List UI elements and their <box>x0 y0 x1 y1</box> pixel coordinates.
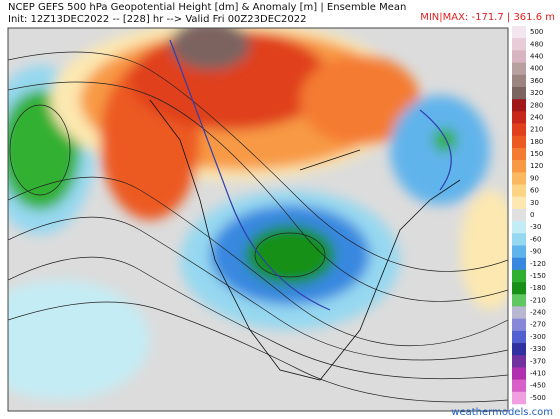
colorbar-label: 240 <box>530 113 543 121</box>
color-swatch <box>512 123 526 137</box>
color-swatch <box>512 38 526 51</box>
colorbar-label: -30 <box>530 223 541 231</box>
color-swatch <box>512 99 526 112</box>
color-swatch <box>512 257 526 271</box>
colorbar-label: -370 <box>530 357 546 365</box>
color-swatch <box>512 343 526 356</box>
anomaly-contours <box>169 39 452 311</box>
colorbar-label: -90 <box>530 248 541 256</box>
colorbar-label: 150 <box>530 150 543 158</box>
color-swatch <box>512 111 526 124</box>
colorbar-label: 440 <box>530 52 543 60</box>
min-max: MIN|MAX: -171.7 | 361.6 m <box>420 12 555 23</box>
colorbar-label: -180 <box>530 284 546 292</box>
color-swatch <box>512 160 526 173</box>
colorbar-label: 90 <box>530 174 539 182</box>
colorbar-label: -500 <box>530 394 546 402</box>
color-swatch <box>512 318 526 332</box>
color-swatch <box>512 379 526 393</box>
color-swatch <box>512 355 526 368</box>
color-swatch <box>512 62 526 76</box>
colorbar-label: -150 <box>530 272 546 280</box>
colorbar-label: 320 <box>530 89 543 97</box>
color-swatch <box>512 86 526 100</box>
color-swatch <box>512 135 526 149</box>
color-swatch <box>512 208 526 222</box>
colorbar-label: 60 <box>530 187 539 195</box>
colorbar-label: 210 <box>530 126 543 134</box>
title: NCEP GEFS 500 hPa Geopotential Height [d… <box>8 2 406 13</box>
colorbar-label: -330 <box>530 345 546 353</box>
colorbar-label: -240 <box>530 309 546 317</box>
color-swatch <box>512 269 526 283</box>
color-swatch <box>512 282 526 295</box>
colorbar-label: 120 <box>530 162 543 170</box>
coastlines <box>149 99 461 381</box>
color-swatch <box>512 26 526 39</box>
colorbar-label: -450 <box>530 382 546 390</box>
color-swatch <box>512 50 526 63</box>
colorbar-label: -270 <box>530 321 546 329</box>
colorbar-label: 180 <box>530 138 543 146</box>
color-swatch <box>512 147 526 161</box>
colorbar-label: 0 <box>530 211 534 219</box>
map <box>7 27 509 412</box>
colorbar-label: -60 <box>530 235 541 243</box>
subtitle: Init: 12Z13DEC2022 -- [228] hr --> Valid… <box>8 14 306 25</box>
color-swatch <box>512 233 526 246</box>
color-swatch <box>512 245 526 258</box>
colorbar-label: 360 <box>530 77 543 85</box>
color-swatch <box>512 306 526 319</box>
color-swatch <box>512 74 526 88</box>
color-swatch <box>512 184 526 198</box>
color-swatch <box>512 172 526 185</box>
colorbar-label: 30 <box>530 199 539 207</box>
color-swatch <box>512 330 526 344</box>
colorbar-label: 280 <box>530 101 543 109</box>
colorbar: 500 480 440 400 360 320 280 240 210 180 150 120 90 60… <box>512 26 546 405</box>
color-swatch <box>512 391 526 405</box>
map-frame <box>7 27 509 412</box>
colorbar-label: -120 <box>530 260 546 268</box>
color-swatch <box>512 367 526 380</box>
colorbar-label: 400 <box>530 65 543 73</box>
colorbar-label: -210 <box>530 296 546 304</box>
color-swatch <box>512 196 526 210</box>
credit: weathermodels.com <box>451 407 553 418</box>
colorbar-label: 500 <box>530 28 543 36</box>
colorbar-label: -300 <box>530 333 546 341</box>
colorbar-label: -410 <box>530 370 546 378</box>
colorbar-label: 480 <box>530 40 543 48</box>
height-contours <box>8 51 508 403</box>
color-swatch <box>512 294 526 307</box>
color-swatch <box>512 221 526 234</box>
